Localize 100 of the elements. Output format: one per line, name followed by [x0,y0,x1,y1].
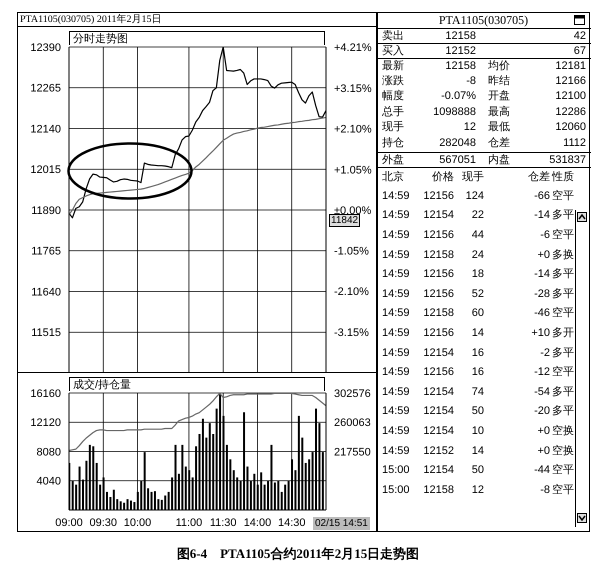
x-tick-label: 11:00 [176,516,202,529]
text: 12166 [554,74,586,89]
text: 最低 [488,120,511,136]
text: 14:59 [382,404,411,420]
text: 多平 [552,346,575,361]
text: 14:59 [382,326,411,341]
text: 1098888 [432,104,476,120]
text: 16 [470,346,484,361]
y2-tick-label: +3.15% [334,82,372,95]
text: 12154 [422,424,454,439]
y-tick-label: 11515 [31,327,61,340]
y-tick-label: 11765 [31,246,61,258]
y2-tick-label: -3.15% [334,326,370,339]
text: 14:59 [382,424,411,439]
text: 多平 [552,208,575,224]
text: 24 [470,248,484,263]
text: -2 [539,346,550,361]
text: 最新 [382,59,405,74]
text: 11842 [329,214,360,227]
text: 性质 [552,170,575,186]
text: 12158 [422,248,454,263]
text: -6 [539,228,550,243]
text: 空平 [552,462,575,478]
y2-tick-label: 260063 [334,417,371,430]
text: 空平 [552,228,575,243]
y-tick-label: 12015 [30,164,61,176]
y2-tick-label: 217550 [334,446,371,458]
text: 12154 [422,463,454,478]
text: 多平 [552,267,575,282]
text: 卖出 [382,29,405,44]
text: 12156 [422,326,454,341]
text: 12154 [422,208,454,224]
chart-title: PTA1105(030705) 2011年2月15日 [20,13,162,26]
text: 124 [464,188,484,204]
text: +0 [536,444,550,459]
text: 12156 [422,267,454,282]
text: 12100 [554,89,586,104]
text: 买入 [382,44,405,59]
text: 12156 [422,365,454,380]
text: 总手 [382,104,405,120]
text: 幅度 [382,89,405,104]
text: 15:00 [382,482,411,498]
text: -14 [533,208,550,224]
caption: 图6-4 PTA1105合约2011年2月15日走势图 [176,545,420,563]
text: 12286 [554,104,586,120]
y-tick-label: 12390 [30,42,61,54]
text: -8 [539,482,550,498]
text: -44 [533,463,550,478]
x-tick-label: 10:00 [124,516,152,529]
y-tick-label: 12120 [30,417,61,430]
text: 外盘 [382,152,405,168]
text: 44 [470,228,484,243]
text: +0 [536,248,550,263]
x-tick-label: 14:00 [244,516,272,529]
text: 12152 [422,444,454,459]
chart-subtitle: 分时走势图 [69,31,325,45]
text: 14 [470,444,484,459]
y-tick-label: 11640 [31,286,61,298]
text: 12154 [422,404,454,420]
x-tick-label: 09:30 [90,516,118,529]
text: 12 [462,120,476,136]
text: 42 [572,29,586,44]
x-tick-label: 14:30 [278,516,306,529]
text: 多换 [552,248,575,263]
text: 14:59 [382,286,411,302]
text: -12 [533,365,550,380]
text: 12154 [422,346,454,361]
text: 多开 [552,326,575,341]
text: 14:59 [382,228,411,243]
text: 14:59 [382,248,411,263]
text: 12152 [444,44,476,59]
text: -0.07% [440,89,476,104]
text: 北京 [382,170,405,186]
y-tick-label: 11890 [31,204,61,217]
text: 均价 [488,59,511,74]
y2-tick-label: +1.05% [334,164,372,176]
text: +10 [530,326,550,341]
text: 16 [470,365,484,380]
text: 12154 [422,384,454,400]
x-tick-label: 09:00 [55,516,83,529]
text: 12158 [444,29,476,44]
x-tick-label: 11:30 [210,516,237,529]
text: 空换 [552,444,575,459]
y-tick-label: 12265 [30,82,61,95]
text: 15:00 [382,463,411,478]
text: 最高 [488,104,511,120]
text: 14:59 [382,267,411,282]
text: 持仓 [382,136,405,151]
text: 空平 [552,482,575,498]
text: 14:59 [382,208,411,224]
text: 12156 [422,188,454,204]
text: 多平 [552,384,575,400]
text: 567051 [438,152,476,168]
text: 空平 [552,306,575,322]
text: 12 [470,482,484,498]
text: 12156 [422,228,454,243]
text: 18 [470,267,484,282]
y2-tick-label: 302576 [334,388,371,400]
text: -28 [533,286,550,302]
text: +0 [536,424,550,439]
